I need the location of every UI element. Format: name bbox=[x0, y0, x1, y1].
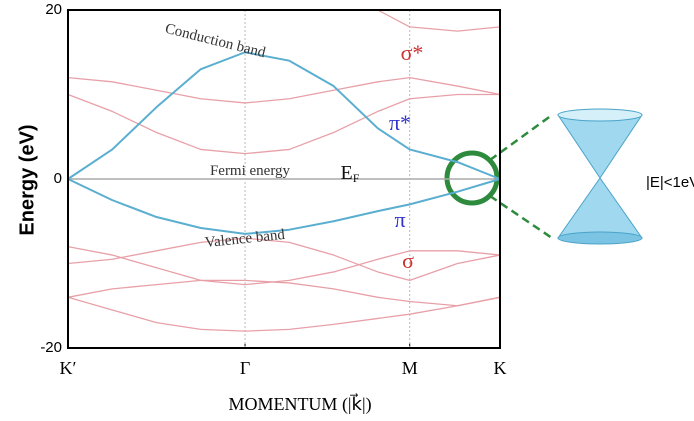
band-line bbox=[67, 51, 501, 180]
cone-top bbox=[557, 108, 643, 122]
annotation-text: π* bbox=[389, 110, 411, 135]
band-line bbox=[67, 296, 501, 332]
band-line bbox=[67, 178, 501, 235]
plot-frame bbox=[67, 9, 501, 349]
y-tick-label: 20 bbox=[45, 1, 62, 18]
inset: |E|<1eV bbox=[444, 108, 694, 245]
lower-cone bbox=[557, 177, 643, 239]
x-tick-label: Γ bbox=[240, 358, 250, 378]
x-tick-label: K bbox=[494, 358, 507, 378]
band-line bbox=[67, 245, 501, 286]
annotation-text: E bbox=[341, 162, 353, 184]
band-line bbox=[67, 93, 500, 155]
band-line bbox=[67, 237, 501, 282]
y-axis-label: Energy (eV) bbox=[16, 124, 38, 235]
annotation: Fermi energy bbox=[210, 163, 291, 179]
annotation: π* bbox=[389, 110, 411, 135]
x-axis-label: MOMENTUM (|k⃗|) bbox=[228, 393, 371, 415]
x-tick-label: K′ bbox=[60, 358, 77, 378]
annotation: EF bbox=[341, 162, 360, 185]
y-tick-label: 0 bbox=[54, 170, 62, 187]
band-line bbox=[67, 76, 501, 104]
band-line bbox=[377, 9, 501, 32]
upper-cone bbox=[557, 114, 643, 179]
cone-bottom bbox=[557, 231, 643, 245]
annotation-subscript: F bbox=[353, 171, 360, 185]
annotation: σ* bbox=[401, 40, 424, 65]
band-line bbox=[67, 279, 501, 307]
inset-label: |E|<1eV bbox=[646, 174, 694, 191]
x-tick-label: M bbox=[402, 358, 418, 378]
annotation-text: π bbox=[394, 207, 405, 232]
annotation-text: σ bbox=[402, 248, 414, 273]
annotation: σ bbox=[402, 248, 414, 273]
y-tick-label: -20 bbox=[40, 339, 62, 356]
annotation: π bbox=[394, 207, 405, 232]
annotation-text: Conduction band bbox=[163, 21, 267, 62]
annotation-text: Fermi energy bbox=[210, 163, 291, 179]
annotation-text: σ* bbox=[401, 40, 424, 65]
annotation: Conduction band bbox=[163, 21, 267, 62]
